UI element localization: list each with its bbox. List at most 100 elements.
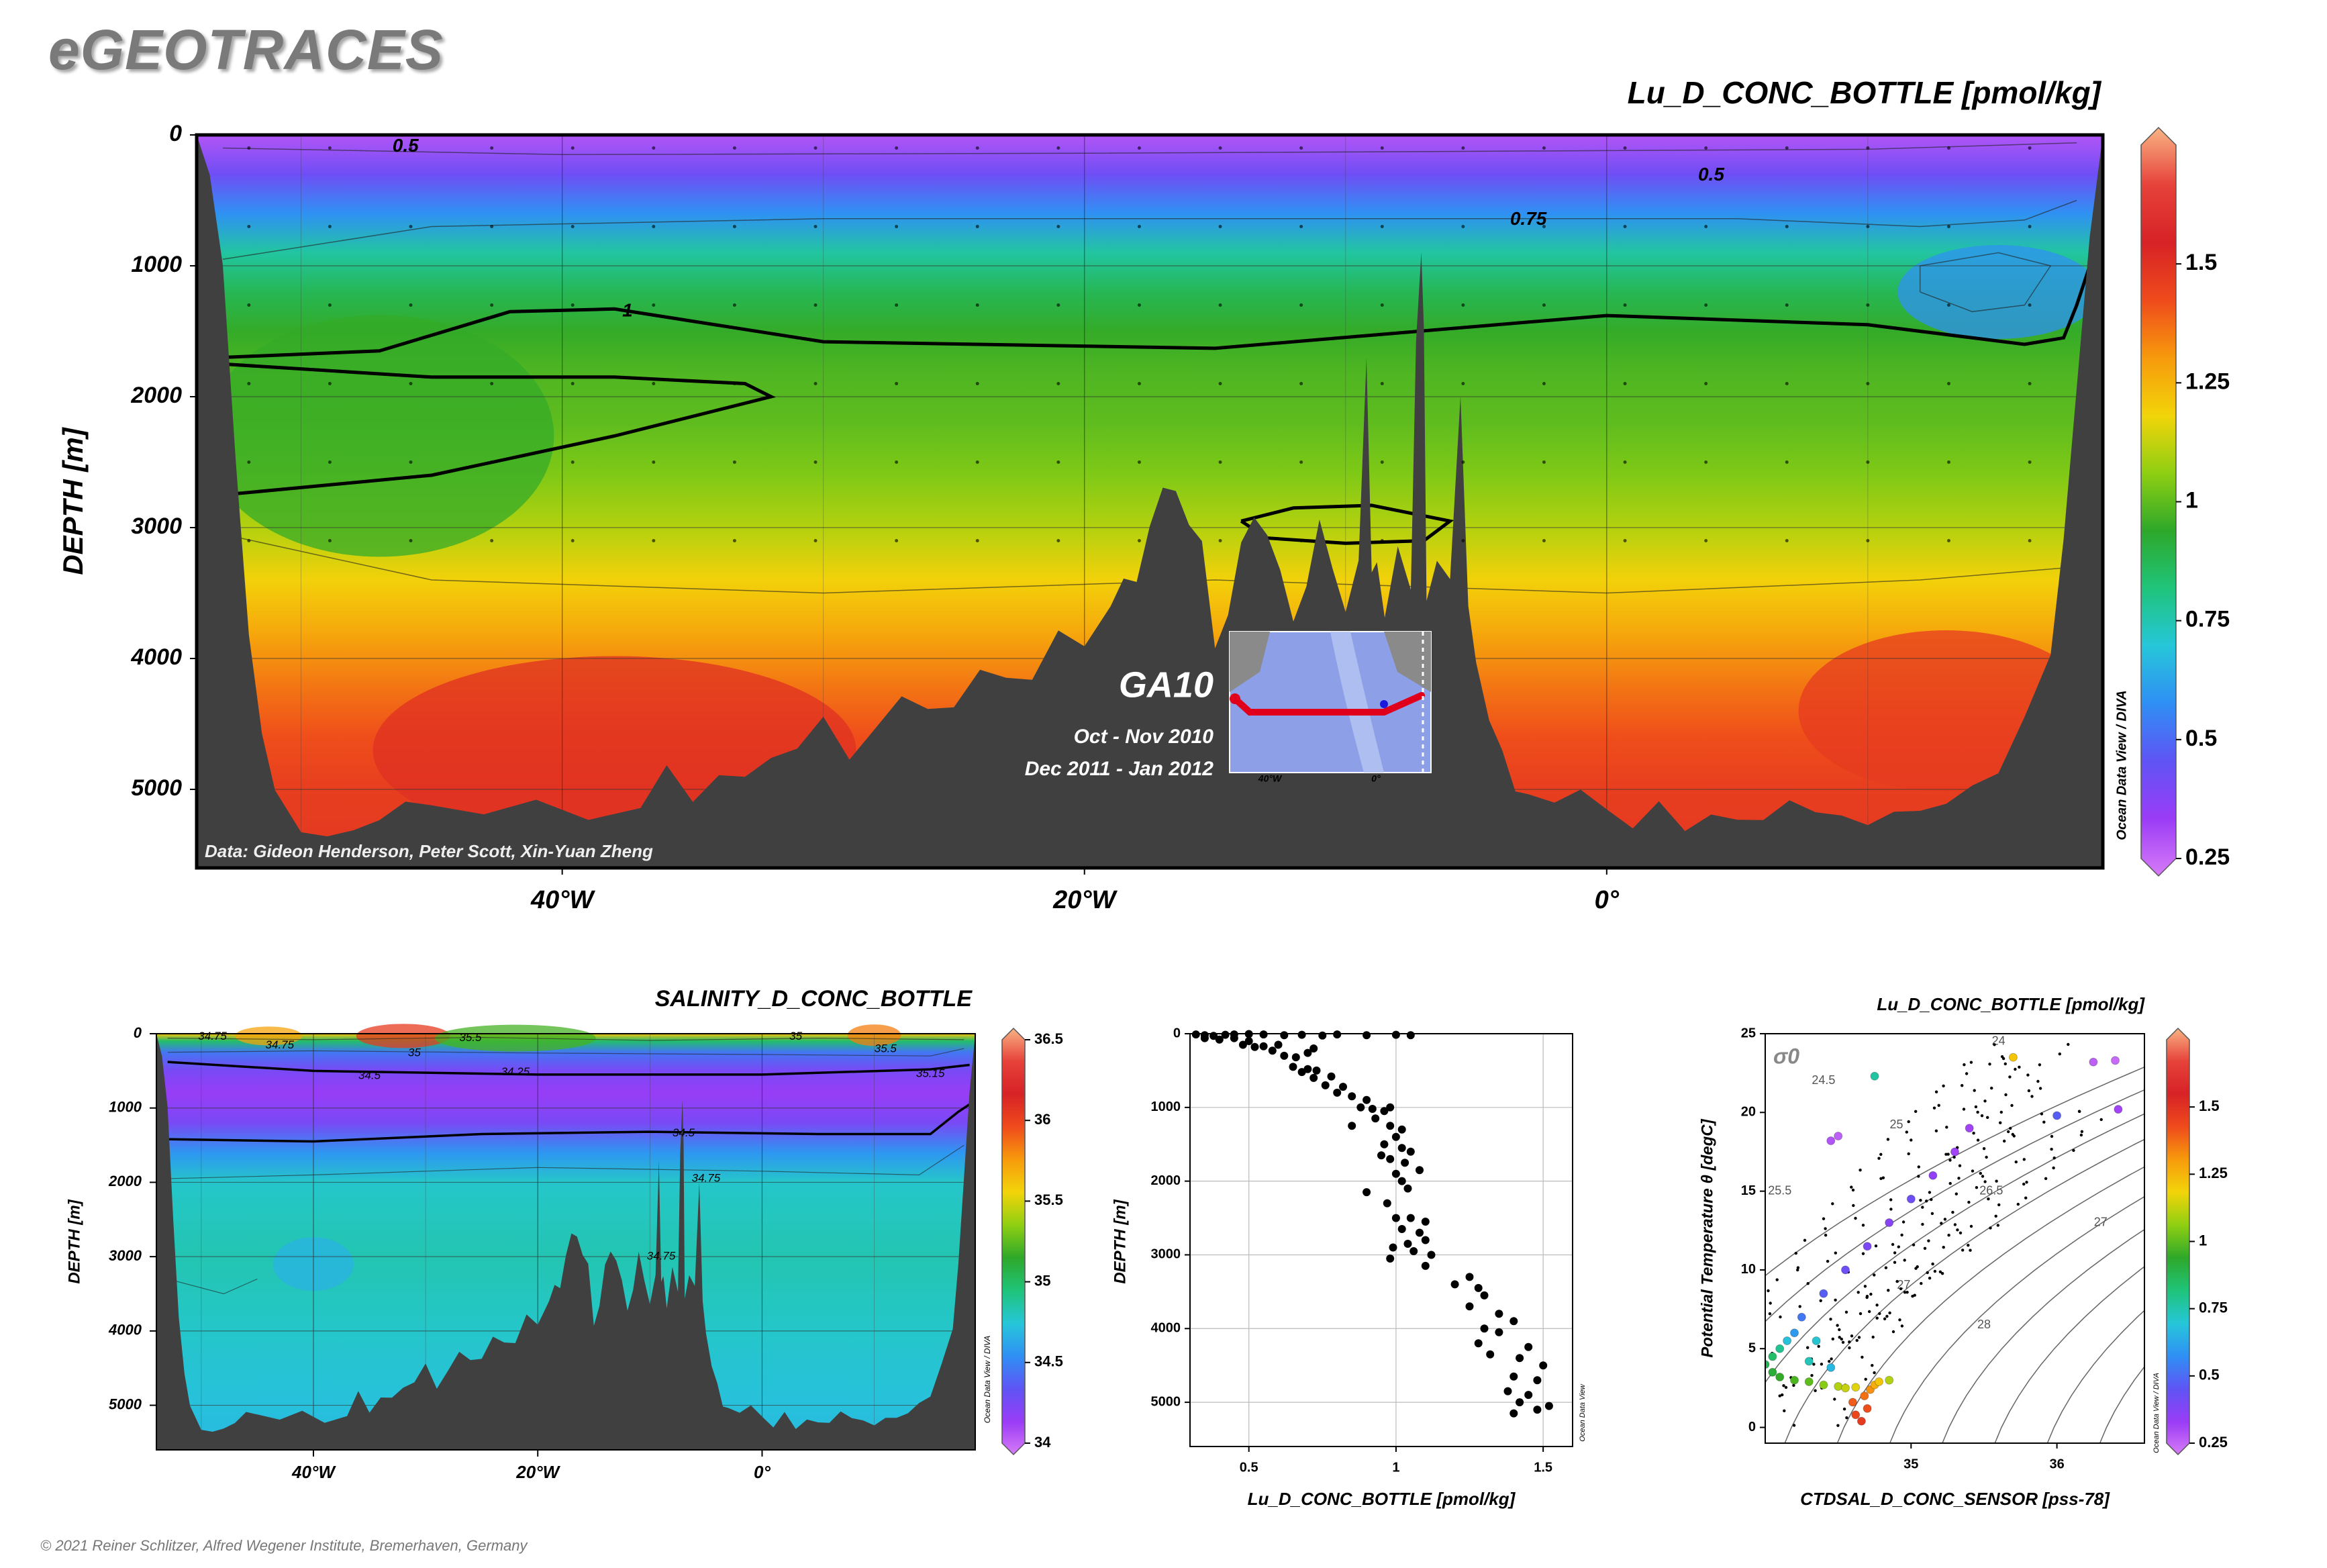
sample-dot <box>328 303 332 307</box>
x-tick-label: 20°W <box>1052 886 1118 914</box>
background-point <box>1967 1200 1971 1204</box>
y-tick-label: 1000 <box>1151 1099 1181 1114</box>
background-point <box>1871 1364 1874 1367</box>
data-point <box>1356 1103 1365 1112</box>
y-tick-label: 1000 <box>131 252 182 277</box>
data-point <box>2111 1056 2120 1065</box>
sample-dot <box>813 460 818 464</box>
background-point <box>1863 1285 1867 1288</box>
sample-dot <box>975 225 979 228</box>
isopycnal-line <box>1784 1138 2144 1443</box>
sample-dot <box>1218 382 1222 385</box>
background-point <box>1943 1218 1947 1221</box>
background-point <box>1810 1374 1814 1377</box>
isopycnal-line <box>1994 1266 2144 1443</box>
background-point <box>1931 1262 1934 1266</box>
data-point <box>1775 1344 1785 1353</box>
section-title: SALINITY_D_CONC_BOTTLE <box>655 986 973 1012</box>
data-point <box>1318 1031 1327 1040</box>
data-point <box>1386 1155 1395 1163</box>
data-point <box>1841 1265 1850 1275</box>
data-point <box>1403 1240 1412 1248</box>
sample-dot <box>1380 539 1384 542</box>
background-point <box>1851 1188 1855 1192</box>
data-point <box>1406 1214 1415 1222</box>
data-point <box>1244 1037 1253 1045</box>
contour-line <box>222 534 2077 594</box>
background-point <box>1989 1226 1992 1230</box>
data-point <box>1215 1035 1224 1044</box>
contour-line-major <box>167 1103 971 1143</box>
inset-station <box>1380 700 1388 708</box>
y-tick-label: 15 <box>1741 1183 1756 1198</box>
background-point <box>2042 1120 2046 1124</box>
background-point <box>1986 1116 1989 1120</box>
data-point <box>1509 1372 1518 1381</box>
background-point <box>2052 1157 2056 1160</box>
background-point <box>1903 1259 1906 1262</box>
background-point <box>2012 1134 2016 1138</box>
background-point <box>1779 1315 1782 1319</box>
background-point <box>2052 1166 2055 1170</box>
data-point <box>1928 1171 1938 1180</box>
data-point <box>1841 1383 1850 1393</box>
copyright-note: © 2021 Reiner Schlitzer, Alfred Wegener … <box>40 1537 528 1554</box>
data-point <box>1391 1169 1400 1178</box>
background-point <box>1999 1110 2003 1114</box>
background-point <box>1975 1186 1979 1189</box>
background-point <box>1879 1177 1883 1181</box>
seafloor-topography <box>197 135 2103 868</box>
contour-label: 34.75 <box>198 1030 227 1042</box>
isopycnal-line <box>2205 1018 2327 1444</box>
sample-dot <box>2028 225 2032 228</box>
sample-dot <box>1056 382 1060 385</box>
sample-dot <box>409 146 413 150</box>
data-point <box>1348 1092 1356 1101</box>
background-point <box>1951 1210 1954 1214</box>
background-point <box>1748 1320 1750 1323</box>
data-point <box>1790 1375 1799 1385</box>
data-point <box>1244 1030 1253 1038</box>
colorbar-tick-label: 35.5 <box>1034 1191 1063 1208</box>
inset-tick: 0° <box>1371 773 1381 784</box>
seafloor-topography <box>156 1034 975 1450</box>
isopycnal-line <box>1765 1089 2144 1322</box>
sample-dot <box>1623 382 1627 385</box>
sample-dot <box>247 303 251 307</box>
sample-dot <box>1785 382 1789 385</box>
background-point <box>1826 1259 1830 1263</box>
sample-dot <box>1866 539 1870 542</box>
data-point <box>1380 1140 1389 1148</box>
background-point <box>1855 1338 1859 1342</box>
background-point <box>1928 1191 1932 1194</box>
data-point <box>1856 1416 1866 1426</box>
sample-dot <box>1218 146 1222 150</box>
background-point <box>1937 1104 1940 1108</box>
sample-dot <box>895 146 899 150</box>
sample-dot <box>732 146 736 150</box>
background-point <box>1942 1246 1945 1249</box>
data-point <box>1274 1040 1283 1049</box>
data-point <box>1339 1083 1347 1091</box>
background-point <box>2014 1160 2018 1164</box>
data-point <box>1427 1251 1436 1259</box>
sample-dot <box>652 539 656 542</box>
sample-dot <box>1056 539 1060 542</box>
data-point <box>1409 1247 1418 1255</box>
x-tick-label: 1 <box>1392 1460 1399 1475</box>
sample-dot <box>2028 460 2032 464</box>
colorbar-tick-label: 35 <box>1034 1272 1050 1289</box>
background-point <box>1999 1121 2002 1124</box>
sample-dot <box>975 460 979 464</box>
background-point <box>1917 1165 1920 1169</box>
sample-dot <box>247 146 251 150</box>
background-point <box>1740 1358 1743 1361</box>
data-point <box>1826 1363 1836 1372</box>
data-point <box>1380 1107 1389 1116</box>
inset-land <box>1384 632 1431 692</box>
background-point <box>1819 1299 1822 1303</box>
sample-dot <box>732 303 736 307</box>
colorbar-tick-label: 0.75 <box>2185 607 2230 632</box>
colorbar-tick-label: 36.5 <box>1034 1030 1063 1047</box>
background-point <box>1806 1346 1810 1349</box>
